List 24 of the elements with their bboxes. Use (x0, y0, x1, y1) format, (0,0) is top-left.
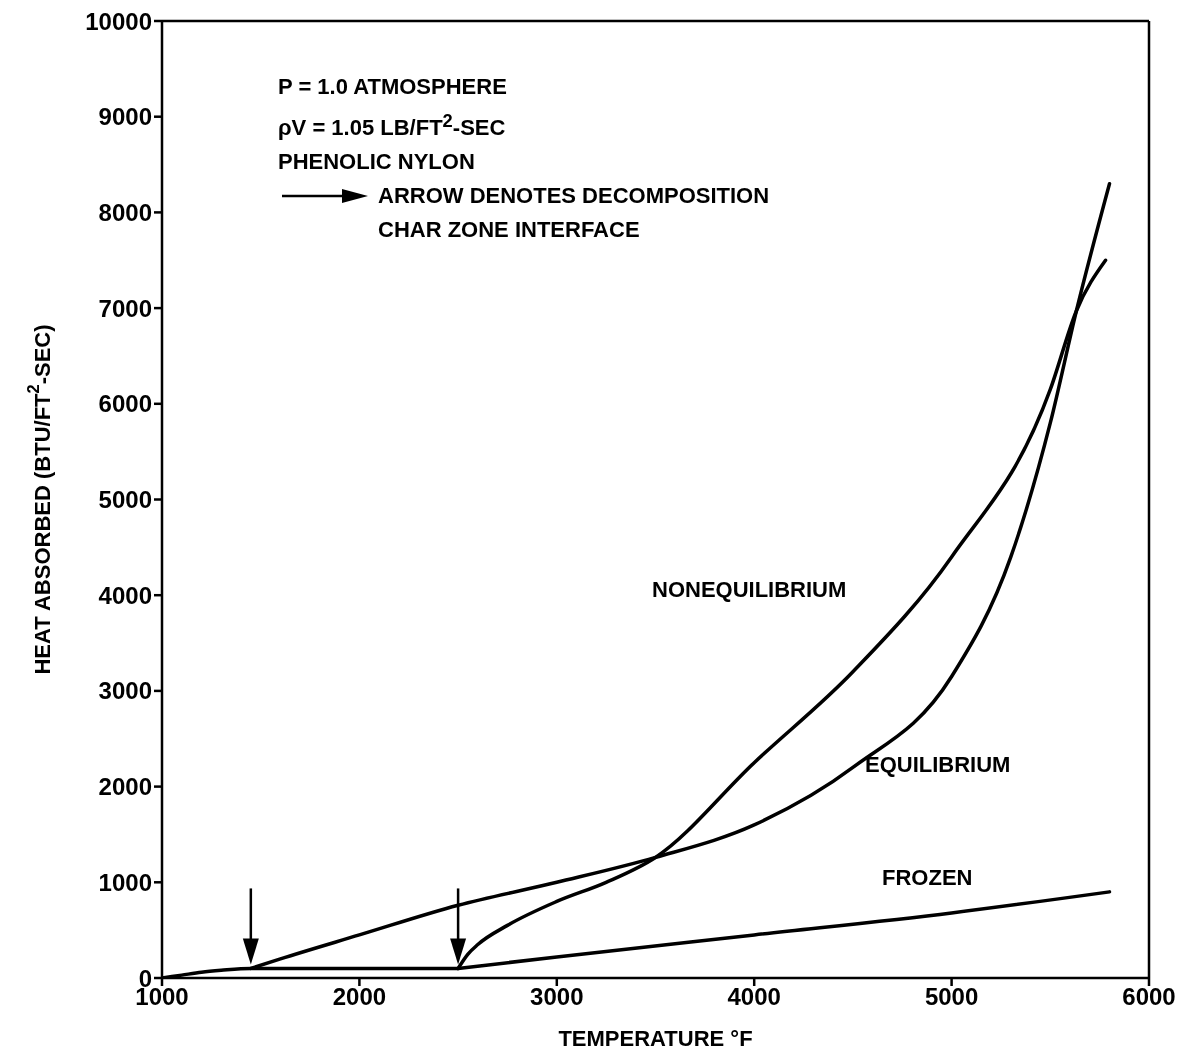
y-tick-label: 7000 (98, 294, 152, 322)
y-tick-label: 3000 (98, 677, 152, 705)
y-tick-label: 2000 (98, 773, 152, 801)
x-tick-label: 6000 (1122, 983, 1176, 1011)
x-tick-label: 3000 (530, 983, 584, 1011)
series-label: EQUILIBRIUM (865, 752, 1011, 778)
annotation: ρV = 1.05 LB/FT$^{2}$-SEC (278, 109, 506, 143)
x-tick-label: 5000 (924, 983, 979, 1011)
annotation: CHAR ZONE INTERFACE (378, 216, 640, 245)
text: NONEQUILIBRIUM (652, 577, 847, 603)
annotation: PHENOLIC NYLON (278, 148, 475, 177)
x-tick-label: 2000 (332, 983, 387, 1011)
y-tick-label: 4000 (98, 581, 152, 609)
x-tick-label: 4000 (727, 983, 781, 1011)
y-tick-label: 8000 (98, 198, 152, 226)
y-tick-label: 6000 (98, 390, 152, 418)
y-tick-label: 10000 (85, 7, 152, 35)
x-axis-title: TEMPERATURE °F (558, 1026, 753, 1051)
y-tick-label: 5000 (98, 486, 152, 514)
annotation: P = 1.0 ATMOSPHERE (278, 73, 507, 101)
annotation: ARROW DENOTES DECOMPOSITION (378, 182, 770, 211)
y-tick-label: 9000 (98, 103, 152, 131)
y-tick-label: 1000 (98, 868, 152, 896)
series-label: FROZEN (882, 865, 973, 891)
